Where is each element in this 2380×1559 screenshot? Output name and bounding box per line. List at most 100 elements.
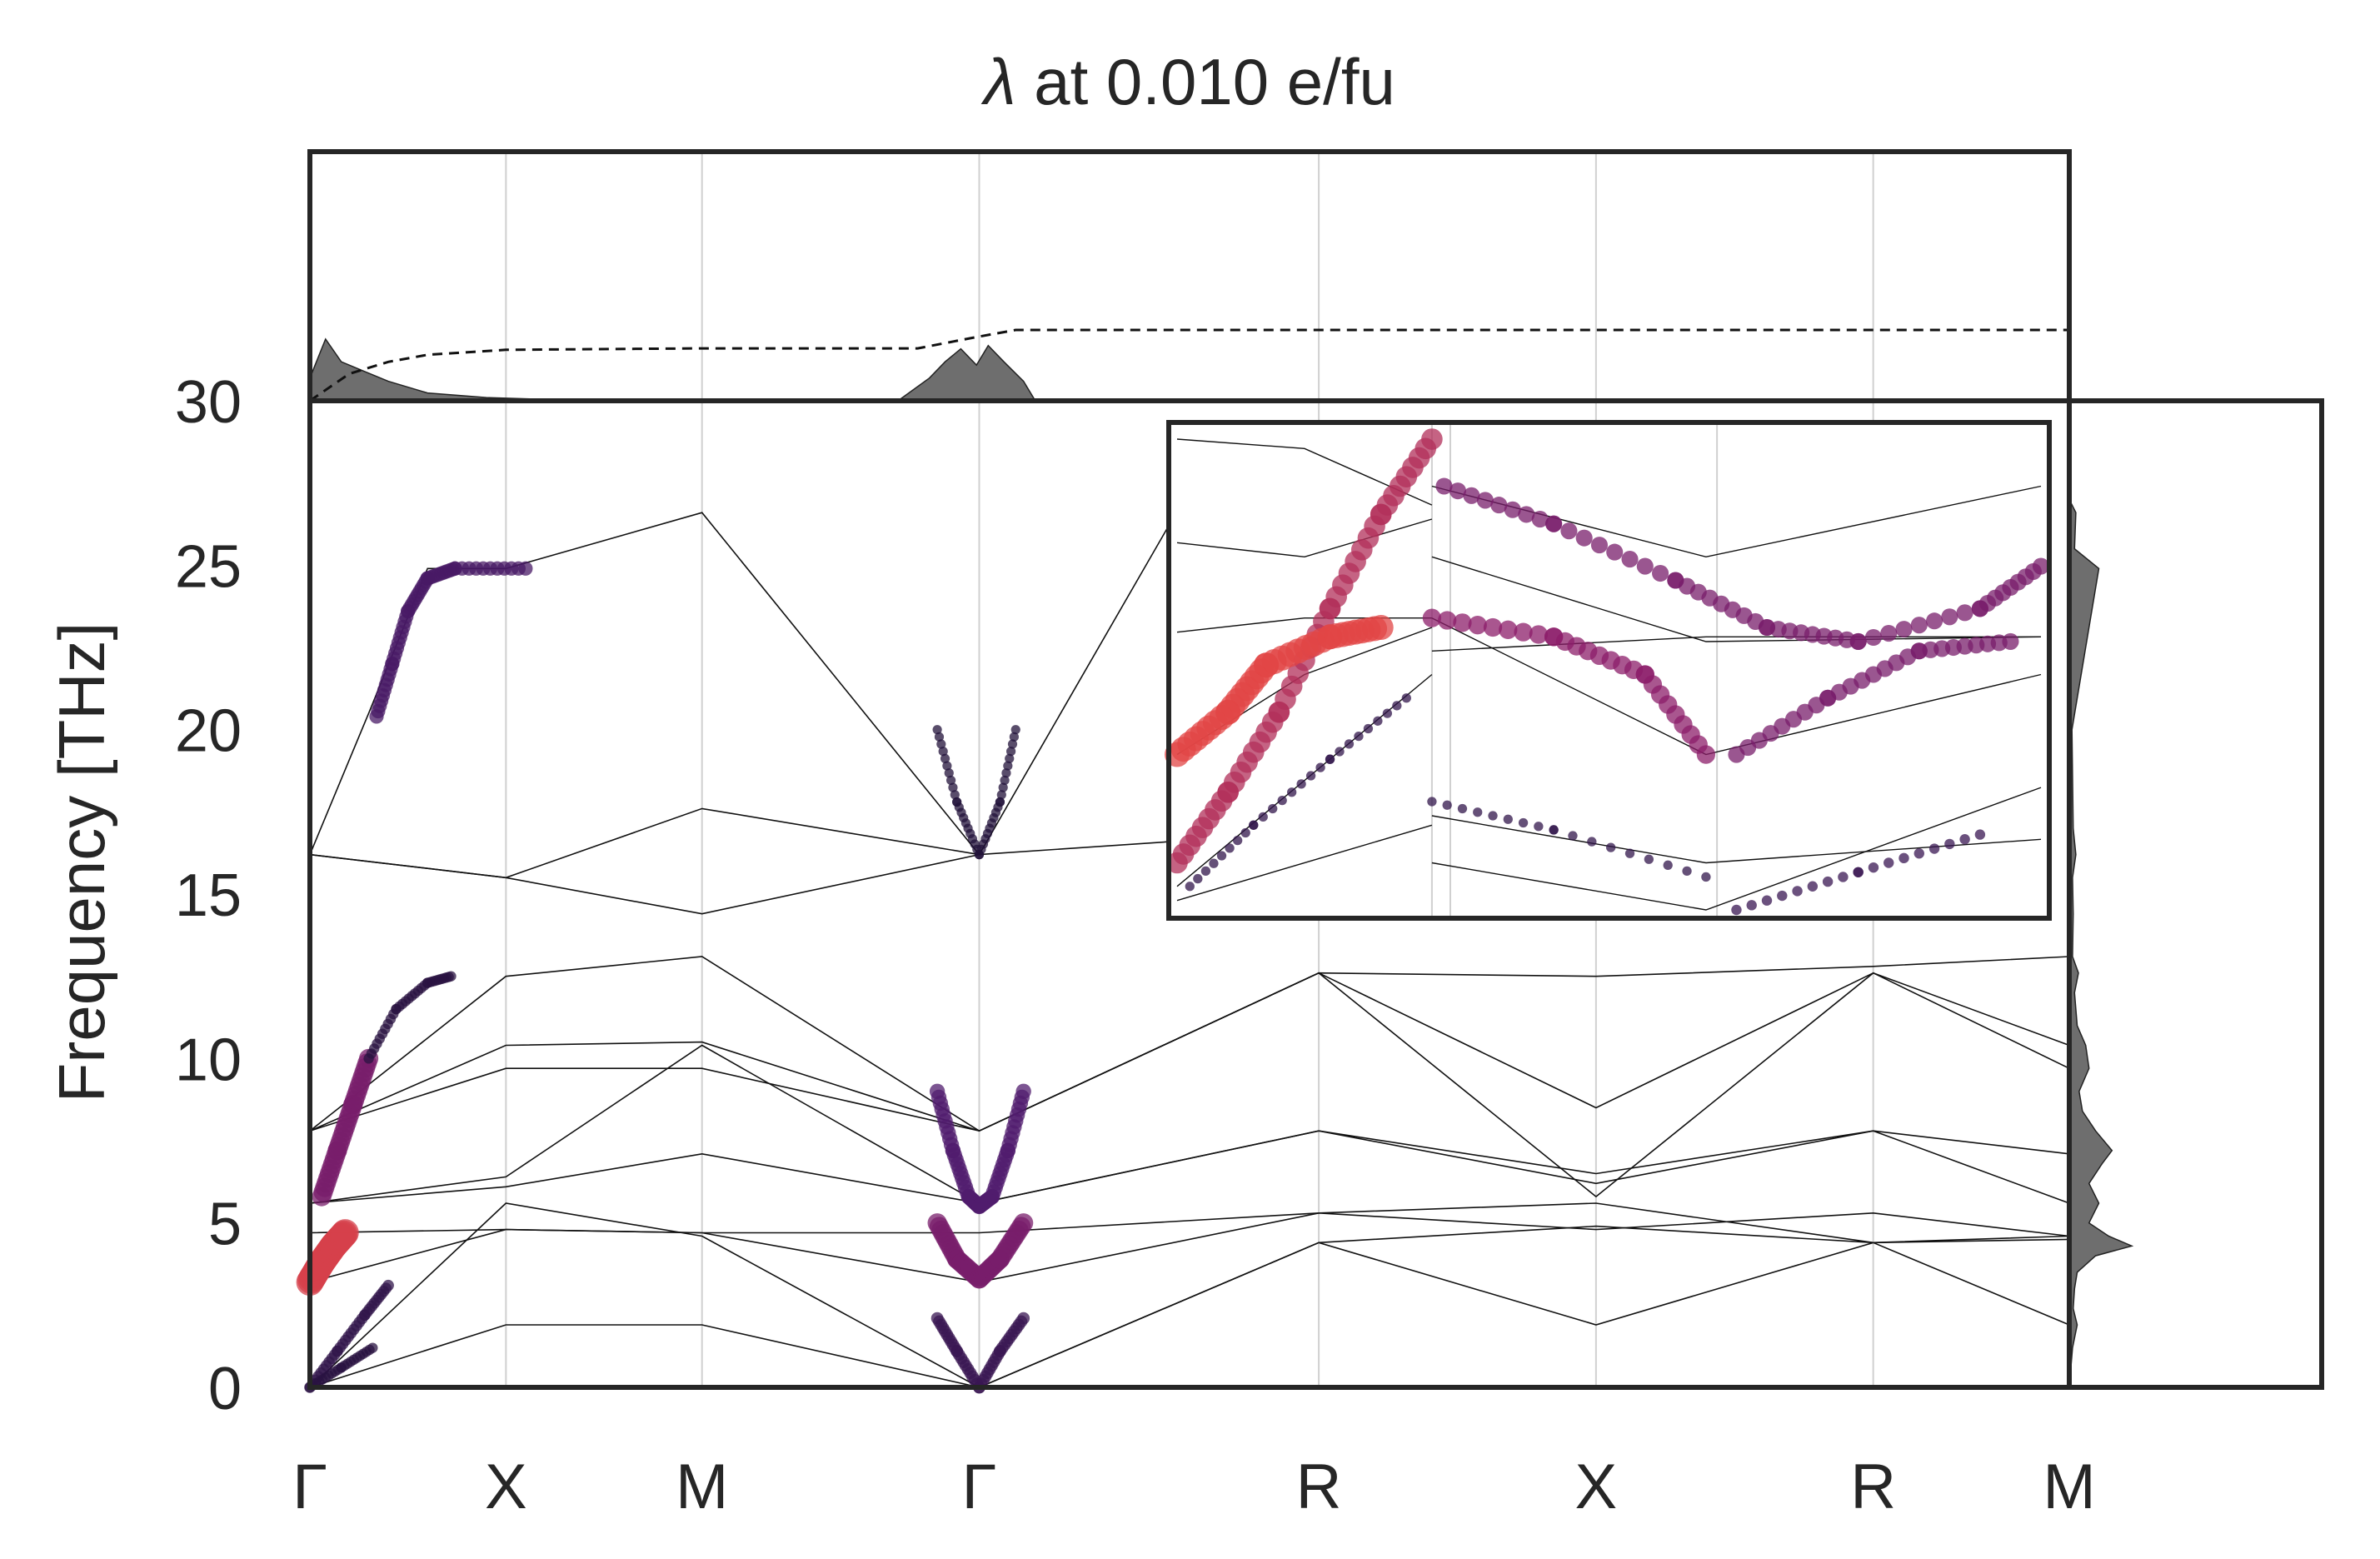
x-tick-label: R: [1296, 1452, 1342, 1522]
inset-marker-7: [1822, 876, 1834, 887]
inset-marker-2: [1305, 771, 1316, 781]
y-tick-label: 5: [208, 1192, 242, 1258]
coupling-marker-4: [446, 971, 457, 982]
coupling-marker-6: [1017, 1312, 1030, 1325]
y-tick-label: 25: [175, 533, 242, 600]
coupling-marker-9: [950, 790, 960, 800]
inset-marker-7: [1761, 895, 1773, 906]
inset-marker-7: [1807, 881, 1819, 892]
inset-marker-6: [1624, 848, 1635, 858]
inset-marker-2: [1249, 820, 1259, 830]
inset-marker-6: [1534, 822, 1544, 832]
y-tick-label: 10: [175, 1027, 242, 1093]
chart-title-symbol: λ: [980, 45, 1015, 118]
band-line-5: [309, 972, 2070, 1132]
y-tick-label: 30: [175, 369, 242, 436]
coupling-marker-9: [936, 739, 946, 749]
inset-marker-3: [1531, 511, 1549, 528]
inset-marker-4: [1514, 622, 1533, 642]
band-line-11: [309, 1242, 2070, 1388]
inset-marker-6: [1427, 797, 1437, 807]
inset-marker-6: [1606, 842, 1616, 852]
inset-marker-6: [1663, 860, 1673, 870]
inset-marker-3: [1560, 522, 1578, 540]
coupling-marker-9: [1005, 753, 1015, 763]
inset-marker-4: [1422, 608, 1442, 627]
zoom-inset: [1165, 420, 2052, 921]
x-tick-label: M: [676, 1452, 728, 1522]
inset-marker-3: [2032, 557, 2050, 575]
band-line-0: [309, 853, 980, 915]
band-line-7: [309, 1130, 2070, 1204]
coupling-marker-2: [331, 1219, 359, 1247]
coupling-marker-9: [996, 790, 1006, 800]
inset-marker-3: [1518, 506, 1535, 523]
inset-band-line-7: [1431, 815, 2042, 864]
inset-marker-6: [1488, 811, 1498, 821]
inset-marker-3: [1490, 497, 1508, 514]
coupling-markers: [296, 561, 1034, 1394]
coupling-marker-9: [1005, 747, 1016, 757]
dos-panel-frame: [2067, 398, 2324, 1390]
x-tick-label: Γ: [292, 1452, 327, 1522]
inset-marker-3: [1606, 543, 1624, 561]
inset-marker-2: [1401, 693, 1411, 703]
inset-marker-7: [1884, 857, 1894, 868]
inset-marker-6: [1549, 825, 1559, 835]
inset-marker-4: [1468, 616, 1487, 635]
inset-marker-6: [1442, 800, 1452, 810]
inset-marker-2: [1209, 858, 1219, 868]
inset-marker-7: [1838, 872, 1849, 882]
inset-marker-5: [2002, 632, 2019, 650]
inset-marker-2: [1200, 866, 1211, 877]
chart-title-text: at 0.010 e/fu: [1016, 45, 1395, 118]
coupling-marker-9: [1010, 725, 1020, 735]
x-tick-label: M: [2043, 1452, 2095, 1522]
inset-marker-2: [1225, 843, 1235, 853]
inset-marker-3: [1590, 537, 1609, 554]
inset-marker-2: [1335, 747, 1345, 757]
inset-marker-2: [1354, 732, 1364, 742]
coupling-marker-1: [367, 1342, 378, 1353]
inset-marker-3: [1956, 604, 1973, 622]
inset-marker-4: [1453, 613, 1472, 632]
coupling-marker-9: [940, 753, 951, 763]
inset-marker-6: [1457, 803, 1468, 814]
inset-marker-2: [1287, 787, 1297, 797]
band-line-9: [309, 1202, 2070, 1283]
inset-marker-2: [1363, 723, 1374, 734]
inset-marker-3: [1463, 487, 1480, 504]
inset-marker-2: [1268, 803, 1278, 814]
inset-marker-2: [1185, 882, 1195, 892]
inset-band-line-9: [1431, 636, 2041, 652]
inset-marker-3: [1504, 501, 1521, 518]
inset-marker-2: [1315, 762, 1325, 772]
dos-panel: [2068, 499, 2134, 1388]
inset-marker-6: [1568, 831, 1578, 841]
inset-marker-6: [1503, 814, 1513, 824]
y-axis-label: Frequency [THz]: [45, 622, 118, 1103]
coupling-marker-9: [1007, 739, 1018, 749]
inset-band-line-6: [1431, 787, 2042, 911]
inset-marker-3: [1435, 477, 1453, 495]
coupling-marker-9: [938, 747, 948, 757]
top-lambda-panel: [309, 328, 2069, 402]
inset-marker-2: [1240, 827, 1250, 838]
inset-marker-6: [1682, 866, 1692, 877]
x-tick-label: X: [485, 1452, 527, 1522]
inset-marker-2: [1193, 873, 1203, 884]
y-tick-label: 15: [175, 862, 242, 929]
inset-marker-4: [1696, 745, 1716, 764]
coupling-marker-9: [944, 768, 954, 778]
coupling-marker-9: [1009, 732, 1019, 742]
inset-band-line-10: [1431, 556, 2042, 642]
inset-marker-4: [1499, 620, 1518, 639]
inset-marker-3: [1910, 617, 1928, 634]
coupling-marker-0: [382, 1279, 394, 1292]
chart-title: λ at 0.010 e/fu: [980, 45, 1395, 118]
inset-band-line-3: [1176, 617, 1432, 633]
coupling-marker-9: [946, 775, 956, 786]
inset-marker-6: [1518, 817, 1529, 828]
